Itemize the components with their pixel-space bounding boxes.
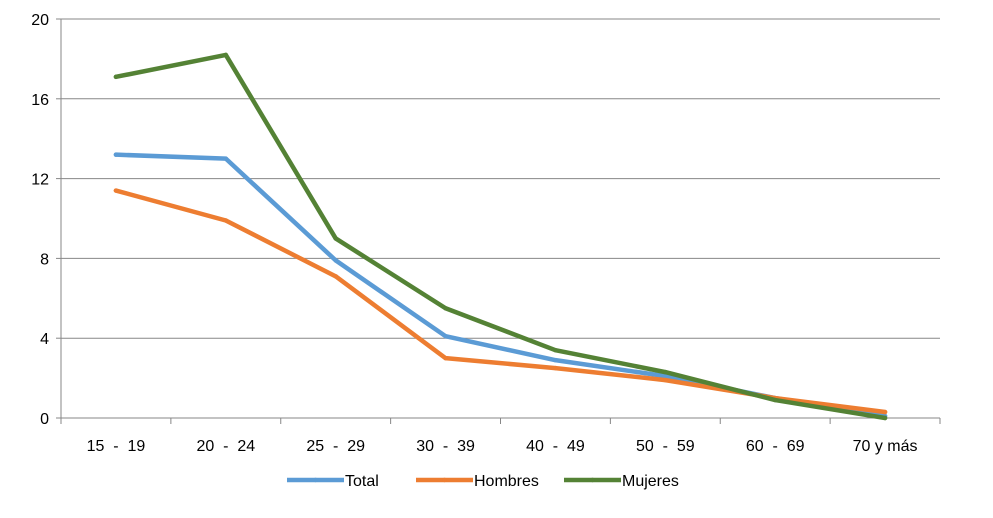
- y-tick-label: 16: [31, 92, 49, 109]
- data-point: [333, 274, 338, 279]
- legend: Total Hombres Mujeres: [287, 473, 679, 490]
- x-tick-label: 25 - 29: [306, 438, 365, 455]
- y-tick-label: 20: [31, 12, 49, 29]
- data-point: [223, 218, 229, 223]
- x-tick-label: 60 - 69: [746, 438, 805, 455]
- data-point: [113, 74, 119, 80]
- x-tick-label: 20 - 24: [196, 438, 255, 455]
- series-lines: [113, 52, 888, 421]
- x-tick-label: 15 - 19: [87, 438, 146, 455]
- data-point: [772, 397, 778, 403]
- legend-marker: [442, 477, 447, 483]
- series-hombres: [113, 188, 888, 415]
- legend-marker: [590, 477, 595, 483]
- data-point: [333, 258, 338, 263]
- legend-label: Mujeres: [622, 473, 679, 490]
- data-point: [663, 369, 668, 375]
- x-tick-label: 30 - 39: [416, 438, 475, 455]
- y-tick-label: 4: [40, 331, 49, 348]
- data-point: [223, 52, 229, 58]
- axes: 0 4 8 12 16 20 15 - 19 20 - 24 25 - 29 30 - 39 40 …: [31, 12, 941, 455]
- data-point: [223, 156, 229, 161]
- y-tick-label: 12: [31, 172, 49, 189]
- y-tick-label: 8: [40, 251, 49, 268]
- legend-item-hombres: Hombres: [416, 473, 539, 490]
- legend-item-total: Total: [287, 473, 379, 490]
- legend-item-mujeres: Mujeres: [564, 473, 679, 490]
- data-point: [663, 373, 668, 379]
- data-point: [443, 306, 448, 311]
- x-tick-label: 50 - 59: [636, 438, 695, 455]
- x-tick-label: 40 - 49: [526, 438, 585, 455]
- data-point: [333, 236, 338, 241]
- x-tick-label: 70 y más: [853, 438, 918, 455]
- data-point: [553, 347, 558, 353]
- series-line-hombres: [113, 188, 888, 415]
- data-point: [113, 152, 119, 157]
- series-mujeres: [113, 52, 888, 421]
- data-point: [882, 415, 888, 421]
- data-point: [113, 188, 119, 193]
- series-line-mujeres: [113, 52, 888, 421]
- data-point: [553, 357, 558, 363]
- series-line-total: [113, 152, 888, 419]
- data-point: [663, 377, 668, 383]
- data-point: [882, 409, 888, 415]
- legend-label: Hombres: [474, 473, 539, 490]
- gridlines: [61, 18, 940, 339]
- data-point: [443, 355, 448, 361]
- legend-marker: [313, 477, 318, 483]
- y-tick-label: 0: [40, 411, 49, 428]
- data-point: [553, 365, 558, 371]
- data-point: [443, 334, 448, 339]
- legend-label: Total: [345, 473, 379, 490]
- series-total: [113, 152, 888, 419]
